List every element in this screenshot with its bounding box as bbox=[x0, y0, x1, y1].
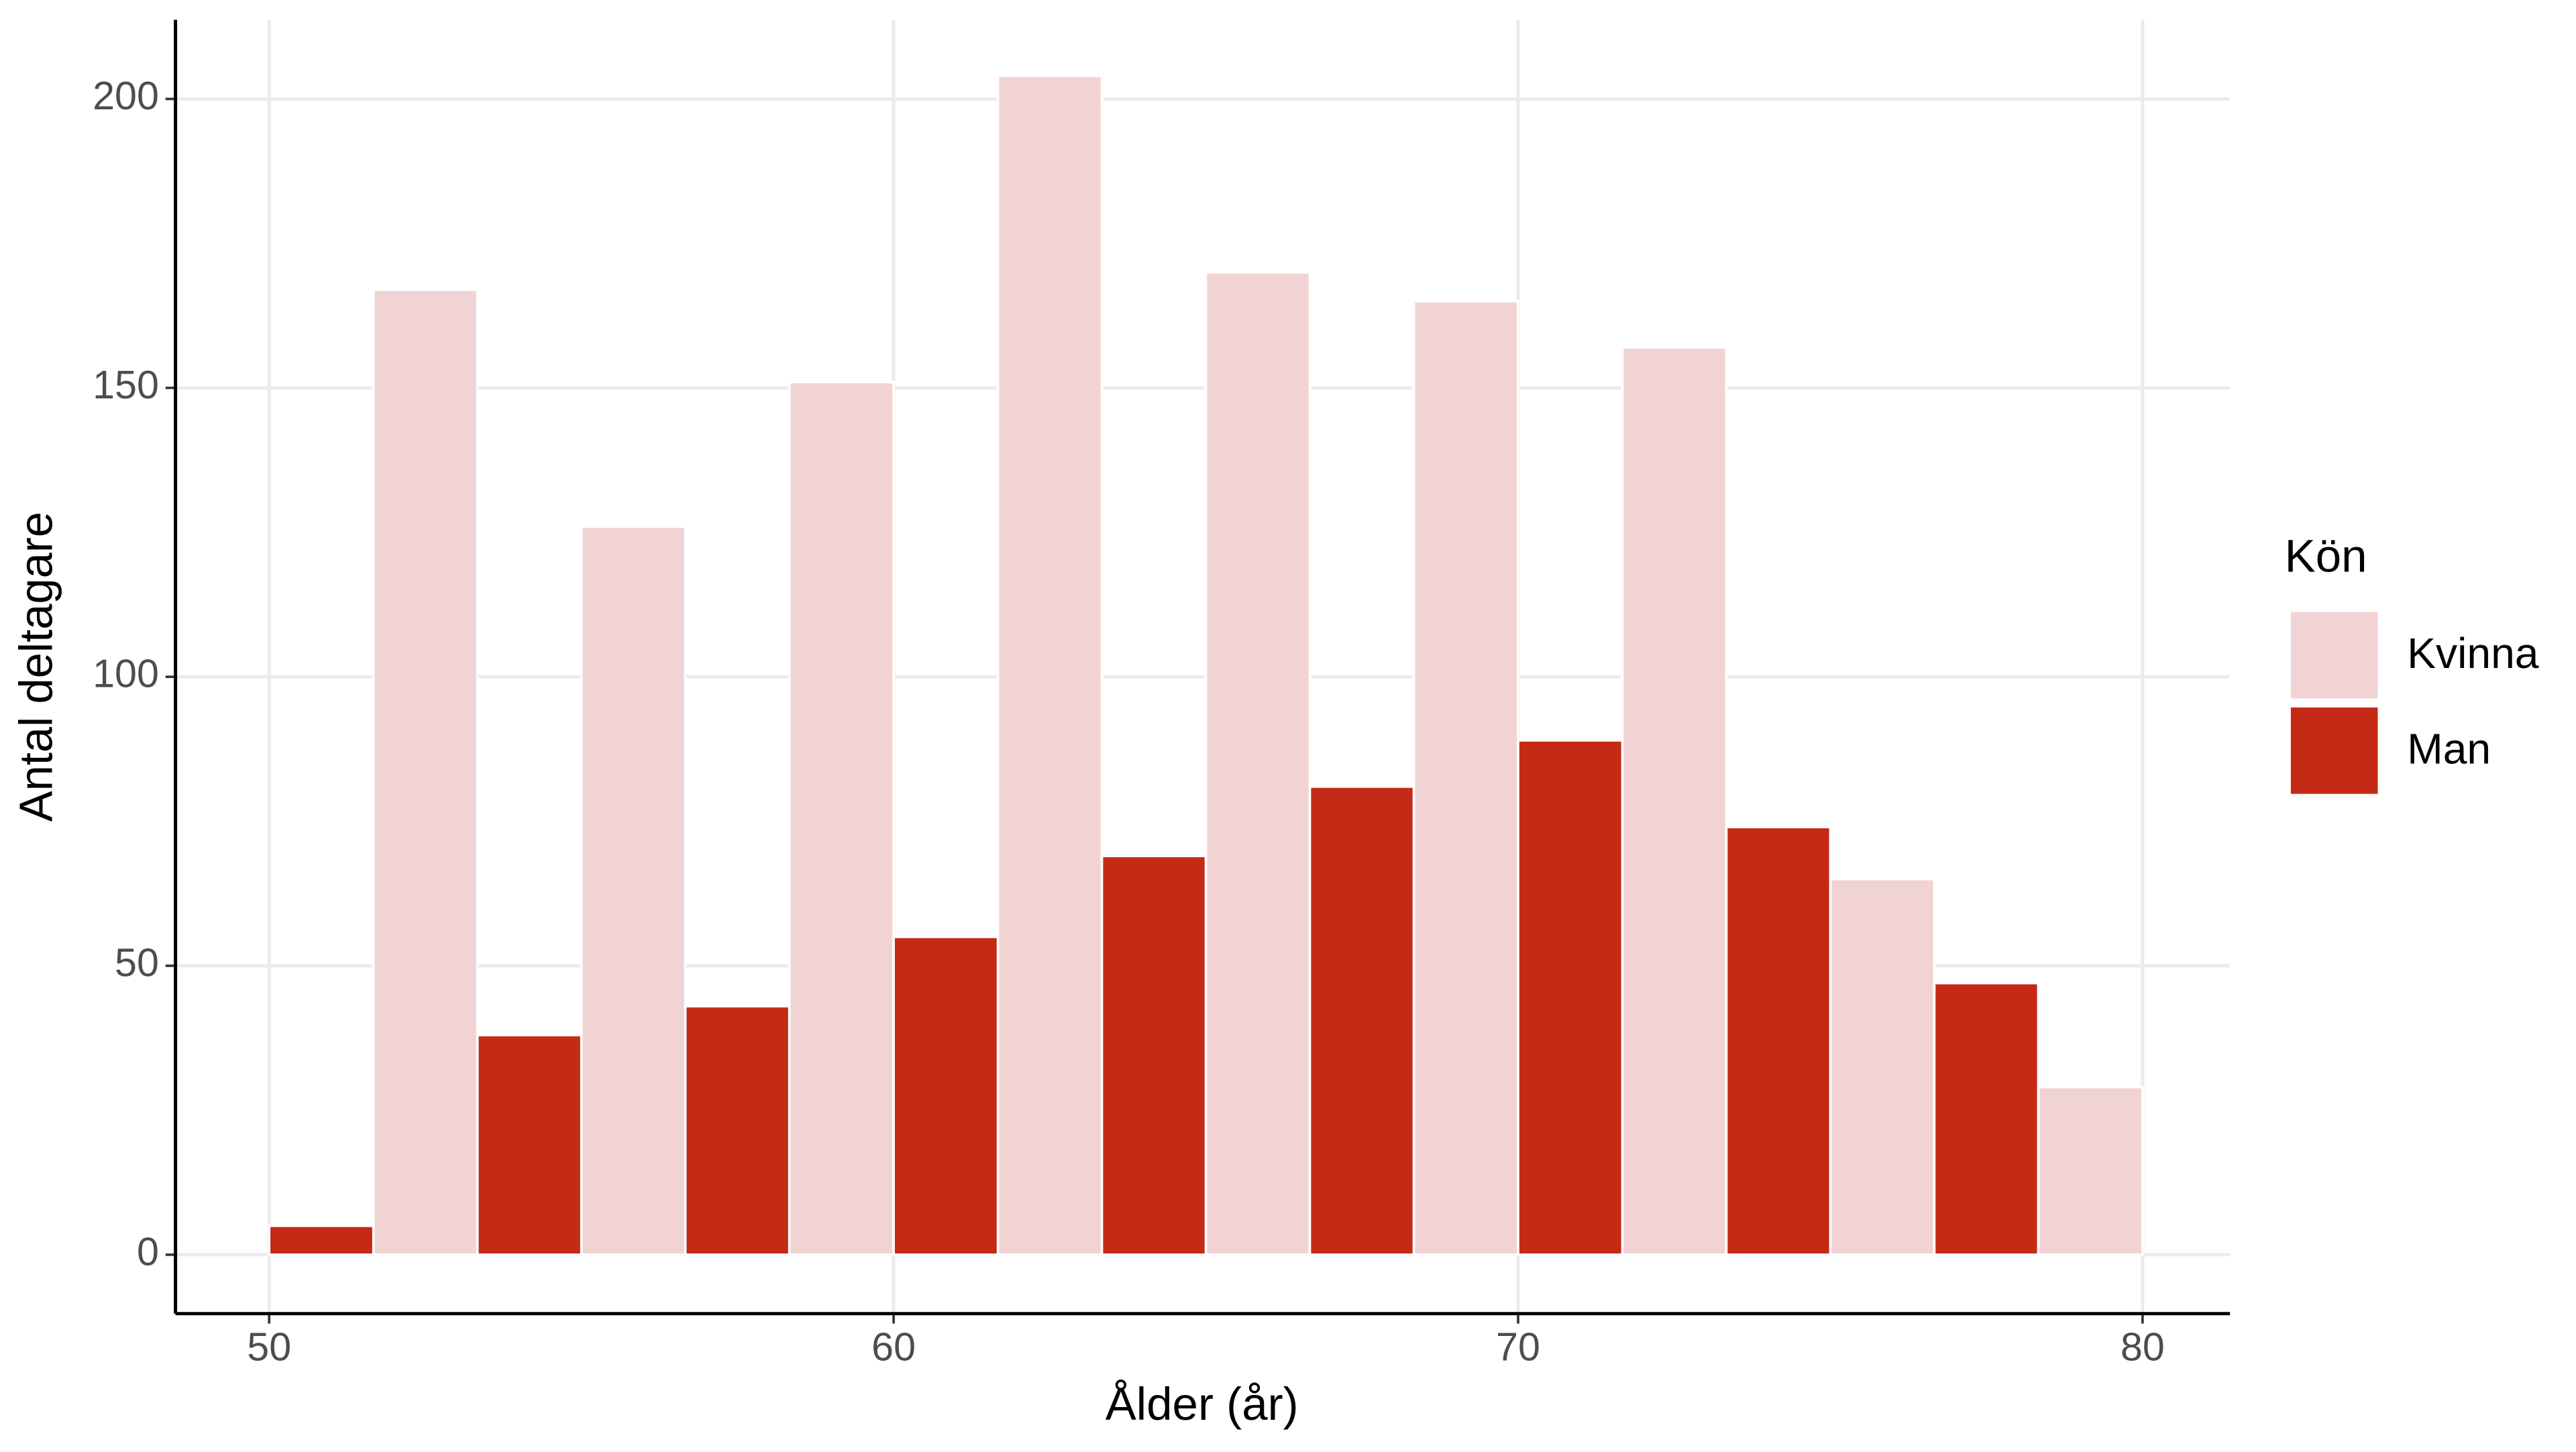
y-tick-label: 150 bbox=[93, 363, 159, 407]
legend-key bbox=[2288, 609, 2381, 702]
bar bbox=[1308, 785, 1415, 1256]
y-tick-label: 200 bbox=[93, 74, 159, 118]
y-tick-label: 100 bbox=[93, 652, 159, 696]
bar bbox=[684, 1005, 791, 1256]
bar bbox=[2037, 1086, 2144, 1256]
x-tick-label: 70 bbox=[1496, 1325, 1540, 1369]
bar bbox=[580, 525, 687, 1256]
x-tick-label: 80 bbox=[2121, 1325, 2165, 1369]
y-axis-title: Antal deltagare bbox=[10, 512, 62, 822]
bar bbox=[268, 1224, 375, 1256]
legend-key bbox=[2288, 705, 2381, 797]
legend-label: Man bbox=[2407, 725, 2491, 773]
bar bbox=[372, 288, 479, 1256]
legend-title: Kön bbox=[2285, 530, 2367, 582]
bar bbox=[1517, 739, 1624, 1256]
bar bbox=[1829, 877, 1936, 1256]
bar bbox=[788, 380, 895, 1256]
y-tick-label: 0 bbox=[137, 1230, 159, 1274]
bar bbox=[1725, 826, 1832, 1256]
bar bbox=[996, 74, 1104, 1256]
bar bbox=[1621, 346, 1728, 1256]
x-tick-label: 50 bbox=[247, 1325, 291, 1369]
x-tick-label: 60 bbox=[871, 1325, 916, 1369]
bar bbox=[1412, 300, 1519, 1256]
bar bbox=[476, 1034, 583, 1256]
bar bbox=[1933, 982, 2040, 1256]
bar bbox=[892, 936, 1000, 1256]
legend-label: Kvinna bbox=[2407, 629, 2539, 677]
bar bbox=[1100, 854, 1208, 1256]
x-axis-title: Ålder (år) bbox=[1106, 1378, 1299, 1430]
y-tick-label: 50 bbox=[115, 941, 159, 985]
bar bbox=[1204, 271, 1311, 1256]
